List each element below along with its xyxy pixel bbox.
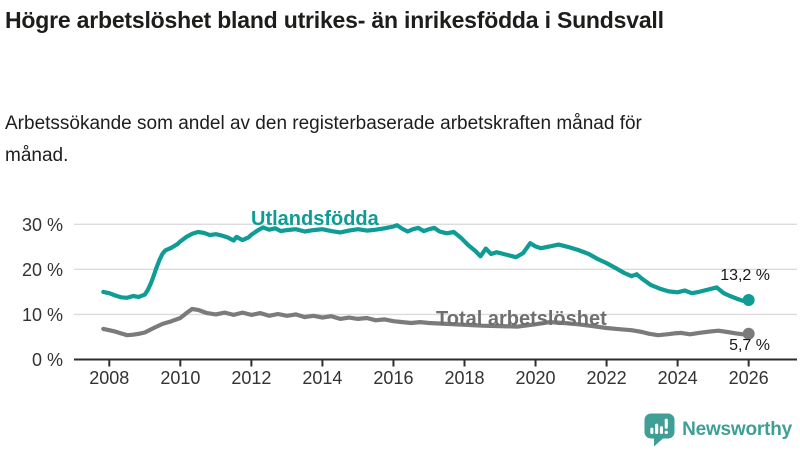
x-tick-label: 2008 [89,368,129,388]
y-tick-label: 0 % [32,350,63,370]
x-tick-label: 2014 [302,368,342,388]
series-line-total [101,306,751,338]
x-tick-label: 2016 [373,368,413,388]
end-dot-utlandsfodda [742,294,755,307]
series-line-utlandsfodda [101,223,751,303]
x-tick-label: 2022 [587,368,627,388]
chart-title: Högre arbetslöshet bland utrikes- än inr… [5,7,664,33]
newsworthy-logo[interactable]: Newsworthy [644,413,792,447]
x-tick-label: 2018 [444,368,484,388]
end-value-total-arbetsloshet: 5,7 % [729,337,770,354]
y-tick-label: 20 % [22,260,63,280]
y-tick-label: 10 % [22,305,63,325]
x-tick-label: 2024 [658,368,698,388]
x-tick-label: 2020 [516,368,556,388]
newsworthy-wordmark: Newsworthy [682,419,792,440]
x-tick-label: 2012 [231,368,271,388]
end-dot-total [742,327,755,340]
series-label-utlandsfodda: Utlandsfödda [251,208,379,230]
newsworthy-bar-chart-bubble-icon [644,413,675,447]
x-tick-label: 2026 [729,368,769,388]
chart-subtitle: Arbetssökande som andel av den registerb… [5,113,642,167]
series-label-total-arbetsloshet: Total arbetslöshet [436,308,607,330]
x-tick-label: 2010 [160,368,200,388]
end-value-utlandsfodda: 13,2 % [720,267,770,284]
y-tick-label: 30 % [22,215,63,235]
